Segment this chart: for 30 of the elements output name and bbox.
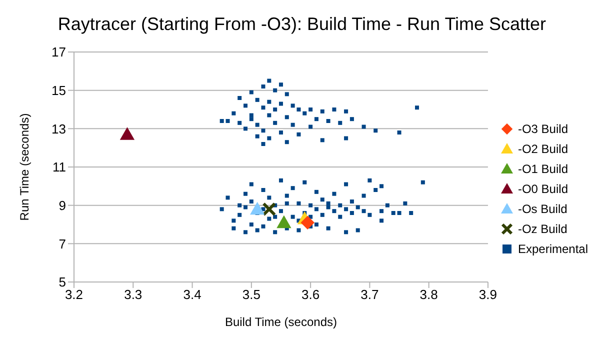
point [276, 215, 292, 228]
point [300, 216, 314, 230]
legend-label: -O0 Build [518, 182, 568, 196]
legend-label: -O2 Build [518, 142, 568, 156]
y-axis-title: Run Time (seconds) [17, 113, 32, 221]
x-tick-label: 3.8 [420, 287, 438, 302]
y-tick-label: 5 [58, 274, 66, 290]
chart-title: Raytracer (Starting From -O3): Build Time - Run Time Scatter [56, 13, 548, 36]
y-tick-label: 9 [58, 198, 66, 213]
legend-label: -O3 Build [518, 122, 568, 136]
point [262, 202, 276, 216]
x-tick-label: 3.7 [360, 287, 379, 302]
x-axis-title: Build Time (seconds) [224, 315, 338, 329]
x-tick-label: 3.9 [478, 287, 498, 302]
x-tick-label: 3.3 [124, 287, 142, 302]
legend-label: -Os Build [518, 202, 568, 216]
y-tick-label: 11 [52, 160, 66, 175]
y-tick-label: 17 [52, 44, 66, 60]
x-tick-label: 3.2 [64, 287, 84, 302]
y-tick-label: 7 [58, 236, 66, 252]
legend-label: -Oz Build [518, 222, 568, 236]
point [250, 202, 265, 215]
legend-label: Experimental [518, 242, 588, 256]
x-tick-label: 3.4 [183, 287, 202, 302]
y-tick-label: 15 [52, 82, 66, 98]
x-tick-label: 3.5 [242, 287, 260, 302]
legend-label: -O1 Build [518, 162, 568, 176]
point [120, 127, 135, 140]
y-tick-label: 13 [52, 121, 66, 136]
x-tick-label: 3.6 [302, 287, 320, 302]
